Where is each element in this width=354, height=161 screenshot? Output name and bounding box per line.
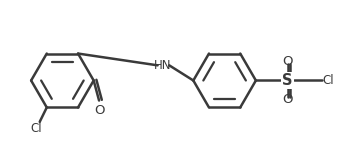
Text: S: S xyxy=(282,73,293,88)
Text: Cl: Cl xyxy=(322,74,334,87)
Text: O: O xyxy=(282,55,293,68)
Text: O: O xyxy=(94,104,104,117)
Text: O: O xyxy=(282,93,293,106)
Text: Cl: Cl xyxy=(30,122,42,135)
Text: HN: HN xyxy=(154,59,172,72)
